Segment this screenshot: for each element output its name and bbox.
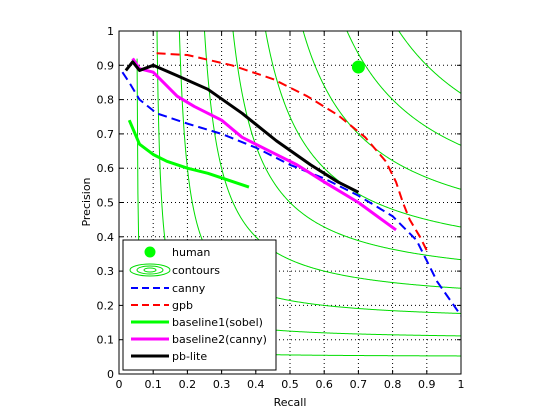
x-tick-label: 0.4	[247, 378, 265, 391]
f-contour-line	[204, 31, 461, 289]
axis-ticks: 0 0.1 0.2 0.3 0.4 0.5 0.6 0.7 0.8 0.9 1 0 0.1 0.2 0.3 0…	[97, 25, 465, 391]
y-tick-label: 0.5	[97, 197, 115, 210]
legend: human contours canny gpb baseline1(sobel…	[122, 239, 277, 371]
x-tick-label: 0.3	[213, 378, 231, 391]
legend-label-canny: canny	[172, 282, 206, 295]
x-tick-label: 0.2	[179, 378, 197, 391]
legend-label-pb-lite: pb-lite	[172, 350, 207, 363]
y-tick-label: 0.9	[97, 59, 115, 72]
series-line-pb-lite	[124, 60, 360, 194]
x-tick-label: 0.8	[384, 378, 402, 391]
x-tick-label: 0.6	[315, 378, 333, 391]
f-contour-line	[232, 31, 461, 261]
legend-contours-icon	[129, 263, 171, 277]
f-contour-line	[346, 31, 461, 146]
legend-label-baseline1: baseline1(sobel)	[172, 316, 263, 329]
x-tick-label: 1	[458, 378, 465, 391]
legend-human-marker	[144, 246, 156, 258]
human-marker	[351, 60, 365, 74]
y-tick-label: 0.4	[97, 231, 115, 244]
series-lines	[121, 52, 461, 317]
y-tick-label: 0.7	[97, 128, 115, 141]
x-axis-label: Recall	[274, 396, 307, 409]
series-line-canny	[121, 71, 461, 317]
f-contour-line	[398, 31, 461, 94]
legend-label-gpb: gpb	[172, 299, 193, 312]
y-tick-label: 0.6	[97, 162, 115, 175]
series-line-baseline2-canny	[131, 57, 397, 232]
series-line-baseline1-sobel	[127, 119, 250, 189]
human-marker-group	[351, 60, 365, 74]
legend-label-baseline2: baseline2(canny)	[172, 333, 267, 346]
legend-label-human: human	[172, 246, 210, 259]
y-tick-label: 0.2	[97, 299, 115, 312]
f-contour-line	[302, 31, 461, 190]
y-tick-label: 0.8	[97, 94, 115, 107]
y-tick-label: 0.1	[97, 334, 115, 347]
legend-label-contours: contours	[172, 264, 220, 277]
x-tick-label: 0.7	[350, 378, 368, 391]
x-tick-label: 0.1	[144, 378, 162, 391]
x-tick-label: 0.5	[281, 378, 299, 391]
y-tick-label: 0	[107, 368, 114, 381]
series-line-gpb	[156, 52, 428, 251]
x-tick-label: 0	[116, 378, 123, 391]
x-tick-label: 0.9	[418, 378, 436, 391]
y-tick-label: 0.3	[97, 265, 115, 278]
y-axis-label: Precision	[80, 177, 93, 226]
y-tick-label: 1	[107, 25, 114, 38]
